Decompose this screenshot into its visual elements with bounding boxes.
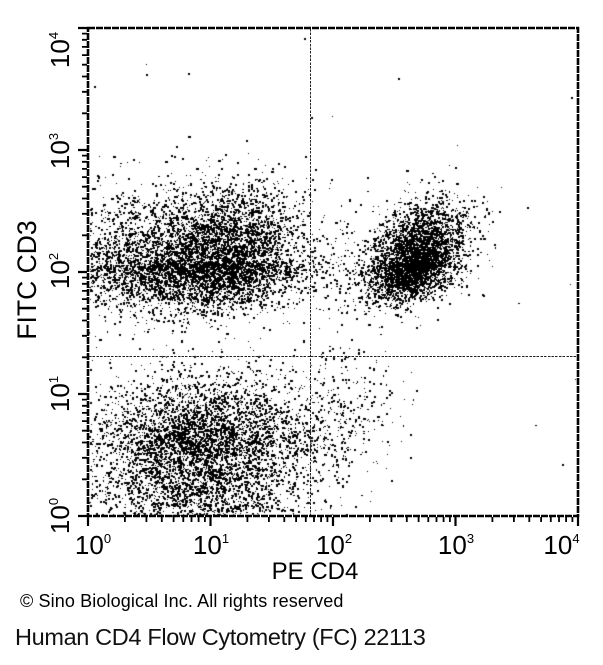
- y-tick-exponent-3: 3: [46, 132, 62, 141]
- x-tick-label-4: 104: [543, 529, 580, 560]
- x-axis-major-ticks: [86, 517, 580, 526]
- y-axis-major-ticks: [78, 26, 87, 518]
- y-axis-title: FITC CD3: [11, 220, 42, 340]
- x-tick-label-0: 100: [74, 529, 112, 560]
- y-tick-exponent-0: 0: [46, 497, 62, 506]
- y-tick-label-4: 104: [45, 31, 75, 69]
- x-tick-exponent-1: 1: [221, 530, 230, 546]
- x-axis-minor-ticks: [124, 517, 574, 522]
- plot-frame: [86, 26, 580, 518]
- figure-title: Human CD4 Flow Cytometry (FC) 22113: [15, 624, 426, 650]
- copyright-text: © Sino Biological Inc. All rights reserv…: [20, 591, 344, 611]
- x-tick-exponent-2: 2: [344, 530, 353, 546]
- y-tick-label-2: 102: [45, 252, 75, 290]
- y-tick-exponent-1: 1: [46, 375, 62, 384]
- y-tick-label-0: 100: [45, 497, 75, 535]
- x-tick-label-3: 103: [437, 529, 475, 560]
- x-tick-exponent-4: 4: [572, 530, 580, 546]
- y-axis-minor-ticks: [82, 32, 87, 481]
- y-tick-label-1: 101: [45, 375, 75, 413]
- x-tick-exponent-3: 3: [466, 530, 475, 546]
- y-tick-label-3: 103: [45, 132, 75, 170]
- x-tick-exponent-0: 0: [103, 530, 112, 546]
- x-tick-label-2: 102: [315, 529, 353, 560]
- x-tick-label-1: 101: [192, 529, 230, 560]
- y-tick-exponent-4: 4: [46, 31, 62, 40]
- y-tick-exponent-2: 2: [46, 252, 62, 261]
- x-axis-title: PE CD4: [271, 558, 359, 585]
